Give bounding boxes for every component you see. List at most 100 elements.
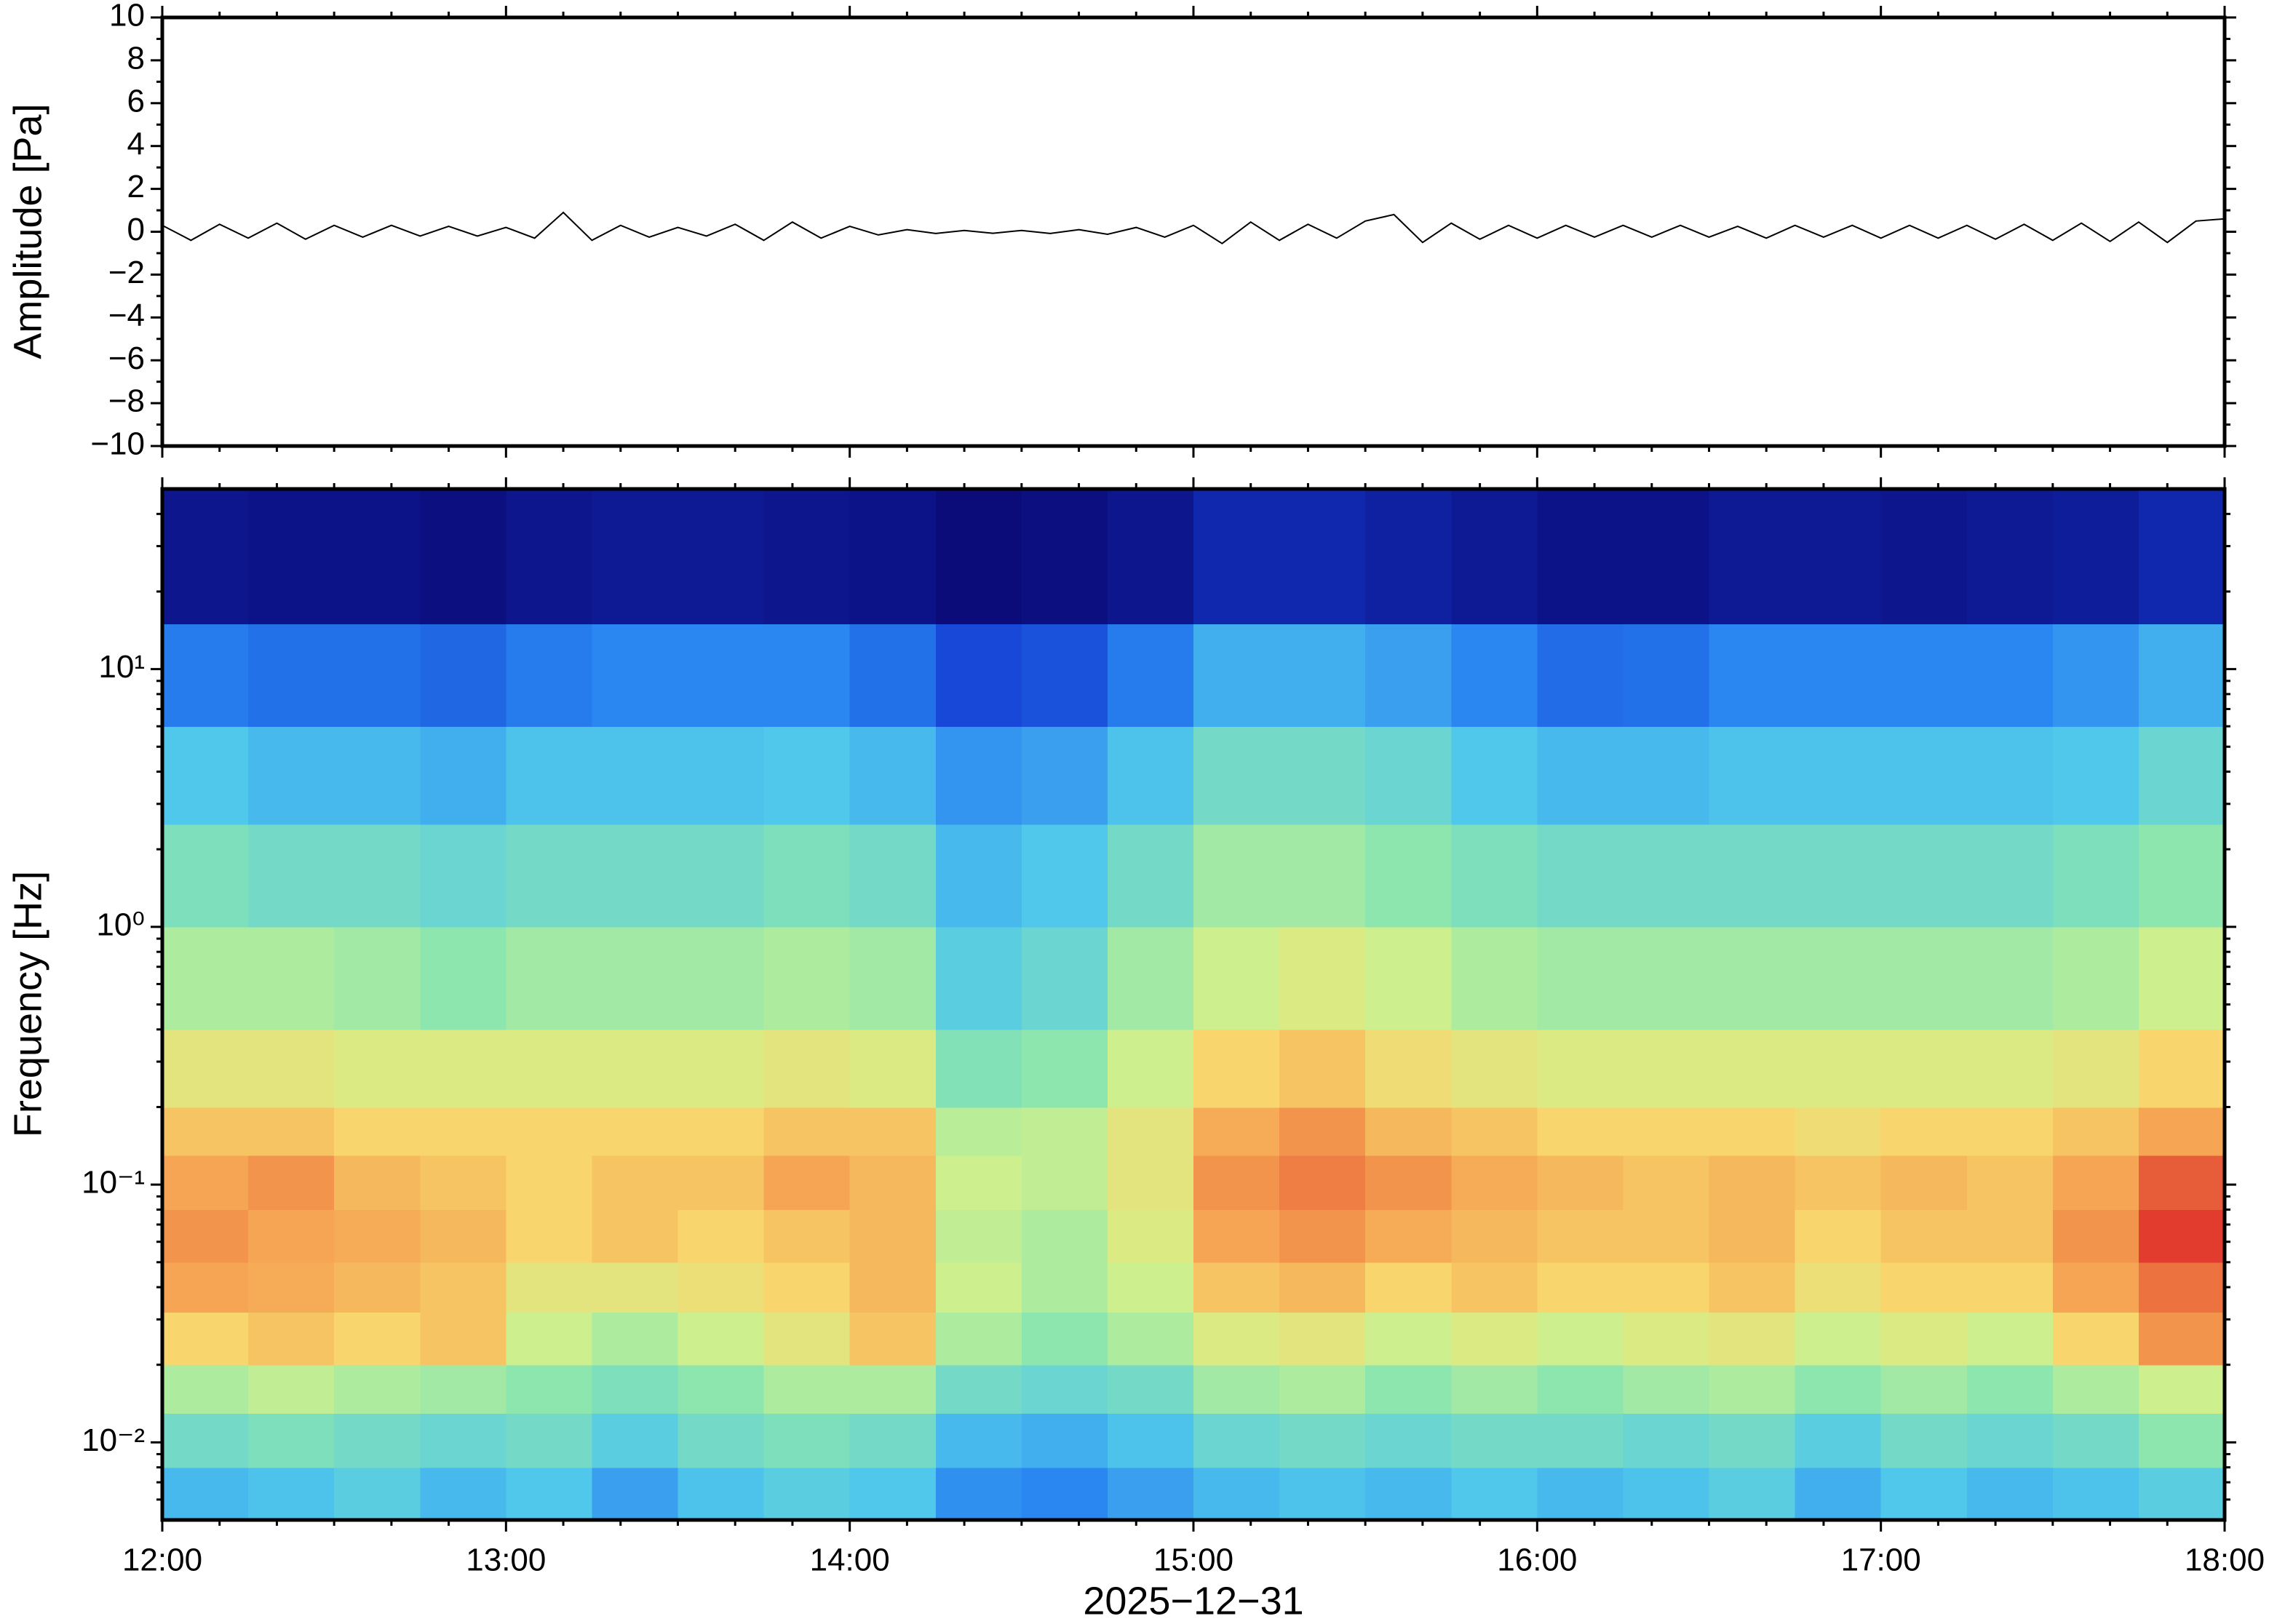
spectrogram-cell: [1021, 824, 1108, 928]
spectrogram-cell: [1193, 926, 1280, 1030]
spectrogram-cell: [1795, 926, 1882, 1030]
spectrogram-cell: [849, 1364, 937, 1414]
spectrogram-cell: [506, 624, 593, 728]
spectrogram-cell: [1365, 1209, 1453, 1263]
spectrogram-cell: [677, 726, 765, 825]
spectrogram-cell: [935, 926, 1022, 1030]
spectrogram-cell: [248, 1209, 335, 1263]
spectrogram-cell: [2052, 624, 2139, 728]
spectrogram-cell: [592, 1467, 679, 1521]
spectrogram-cell: [592, 1312, 679, 1366]
spectrogram-cell: [1365, 1467, 1453, 1521]
spectrogram-cell: [849, 489, 937, 625]
spectrogram-cell: [935, 1262, 1022, 1313]
spectrogram-cell: [1365, 1107, 1453, 1156]
spectrogram-cell: [763, 1209, 851, 1263]
spectrogram-cell: [1537, 489, 1624, 625]
spectrogram-cell: [1451, 1155, 1538, 1211]
spectrogram-cell: [1966, 1262, 2054, 1313]
spectrogram-cell: [1880, 726, 1968, 825]
spectrogram-cell: [1709, 624, 1796, 728]
spectrogram-cell: [334, 824, 421, 928]
spectrogram-cell: [162, 624, 249, 728]
spectrogram-cell: [763, 1029, 851, 1108]
spectrogram-cell: [1623, 1262, 1710, 1313]
spectrogram-cell: [1880, 1262, 1968, 1313]
spectrogram-cell: [1795, 1107, 1882, 1156]
spectrogram-cell: [1537, 1209, 1624, 1263]
spectrogram-cell: [420, 1364, 507, 1414]
spectrogram-cell: [334, 489, 421, 625]
spectrogram-cell: [248, 624, 335, 728]
spectrogram-cell: [1623, 489, 1710, 625]
spectrogram-cell: [1880, 1107, 1968, 1156]
spectrogram-cell: [1795, 1467, 1882, 1521]
spectrogram-cell: [1365, 726, 1453, 825]
spectrogram-cell: [334, 1467, 421, 1521]
spectrogram-cell: [1107, 1312, 1194, 1366]
spectrogram-cell: [506, 1107, 593, 1156]
spectrogram-cell: [1623, 824, 1710, 928]
spectrogram-cell: [935, 1107, 1022, 1156]
spectrogram-cell: [1966, 1312, 2054, 1366]
spectrogram-cell: [1966, 1412, 2054, 1468]
spectrogram-cell: [2138, 1029, 2225, 1108]
spectrogram-cell: [1021, 726, 1108, 825]
spectrogram-cell: [1623, 926, 1710, 1030]
spectrogram-cell: [1966, 926, 2054, 1030]
spectrogram-cell: [677, 1312, 765, 1366]
spectrogram-cell: [420, 1467, 507, 1521]
spectrogram-cell: [1365, 926, 1453, 1030]
spectrogram-cell: [248, 1412, 335, 1468]
spectrogram-cell: [1107, 1155, 1194, 1211]
spectrogram-cell: [162, 1262, 249, 1313]
spectrogram-cell: [1966, 824, 2054, 928]
spectrogram-cell: [849, 1029, 937, 1108]
spectrogram-cell: [1279, 1262, 1366, 1313]
spectrogram-cell: [1709, 1412, 1796, 1468]
spectrogram-cell: [162, 926, 249, 1030]
y-tick-label: 10: [109, 0, 145, 33]
spectrogram-cell: [1193, 1412, 1280, 1468]
spectrogram-cell: [334, 726, 421, 825]
spectrogram-cell: [592, 1209, 679, 1263]
spectrogram-cell: [2052, 726, 2139, 825]
spectrogram-cell: [763, 1155, 851, 1211]
spectrogram-cell: [677, 1209, 765, 1263]
spectrogram-cell: [334, 926, 421, 1030]
spectrogram-cell: [1709, 1029, 1796, 1108]
spectrogram-cell: [420, 489, 507, 625]
spectrogram-cell: [248, 1262, 335, 1313]
spectrogram-cell: [1537, 1262, 1624, 1313]
spectrogram-cell: [1193, 726, 1280, 825]
spectrogram-cell: [1537, 1364, 1624, 1414]
spectrogram-cell: [162, 1412, 249, 1468]
y-tick-label: 8: [127, 41, 145, 76]
spectrogram-cell: [506, 1364, 593, 1414]
spectrogram-cell: [1451, 489, 1538, 625]
spectrogram-cell: [1537, 1155, 1624, 1211]
spectrogram-cell: [1365, 824, 1453, 928]
spectrogram-cell: [420, 926, 507, 1030]
spectrogram-cell: [1193, 1029, 1280, 1108]
spectrogram-cell: [248, 489, 335, 625]
spectrogram-cell: [1021, 1155, 1108, 1211]
spectrogram-cell: [2138, 926, 2225, 1030]
spectrogram-cell: [935, 1209, 1022, 1263]
spectrogram-cell: [334, 1364, 421, 1414]
spectrogram-cell: [1193, 624, 1280, 728]
spectrogram-cell: [1451, 1262, 1538, 1313]
spectrogram-cell: [2052, 824, 2139, 928]
spectrogram-cell: [763, 926, 851, 1030]
y-tick-label: −2: [108, 255, 145, 290]
spectrogram-cell: [677, 1155, 765, 1211]
spectrogram-cell: [1795, 1412, 1882, 1468]
spectrogram-cell: [1537, 1312, 1624, 1366]
spectrogram-cell: [1279, 489, 1366, 625]
spectrogram-cell: [1880, 1029, 1968, 1108]
spectrogram-cell: [1795, 1364, 1882, 1414]
spectrogram-cell: [1107, 1467, 1194, 1521]
spectrogram-cell: [592, 1029, 679, 1108]
spectrogram-cell: [1193, 489, 1280, 625]
spectrogram-cell: [677, 824, 765, 928]
